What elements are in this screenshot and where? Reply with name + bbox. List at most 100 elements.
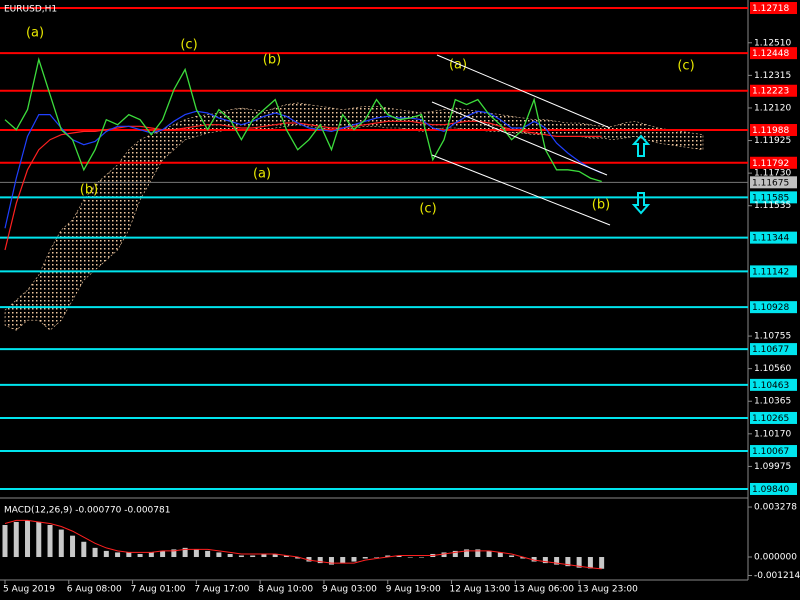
x-tick-label: 6 Aug 08:00 [67,585,122,595]
level-label: 1.11344 [752,234,789,244]
level-label-box [750,301,797,314]
macd-bar [295,557,301,559]
macd-bar [340,557,346,564]
up-arrow [631,134,651,157]
x-tick-label: 12 Aug 13:00 [450,585,511,595]
y-tick-label: 1.10560 [754,364,791,374]
macd-bar [36,521,42,558]
wave-label: (b) [592,198,610,213]
macd-bar [407,557,413,558]
y-tick-label: 0.000000 [754,553,797,563]
level-label: 1.12223 [752,87,789,97]
y-tick-label: 1.12510 [754,38,791,48]
x-tick-label: 8 Aug 10:00 [258,585,313,595]
price-line [4,57,602,183]
macd-bar [419,557,425,558]
x-tick-label: 13 Aug 06:00 [513,585,574,595]
level-label-box [750,265,797,278]
level-label-box [750,378,797,391]
channel-line [431,154,611,226]
level-label: 1.10677 [752,345,789,355]
macd-bar [587,557,593,569]
wave-label: (a) [26,26,44,41]
wave-label: (a) [253,167,271,182]
macd-bar [396,555,402,558]
x-tick-label: 7 Aug 01:00 [131,585,186,595]
level-label: 1.12718 [752,4,789,14]
macd-bar [193,549,199,558]
macd-bar [115,552,121,558]
macd-bar [351,557,357,562]
macd-bar [565,557,571,567]
macd-bar [13,521,19,558]
x-tick-label: 7 Aug 17:00 [194,585,249,595]
macd-bar [554,557,560,565]
level-label-box [750,2,797,15]
macd-title: MACD(12,26,9) -0.000770 -0.000781 [4,506,170,516]
macd-bar [599,557,605,569]
level-label-box [750,156,797,169]
level-label-box [750,482,797,495]
macd-bar [70,535,76,558]
x-tick-label: 9 Aug 03:00 [322,585,377,595]
signal-line [4,519,602,570]
macd-bar [137,553,143,558]
macd-bar [509,555,515,558]
macd-bar [58,529,64,558]
macd-bar [531,557,537,562]
wave-label: (c) [677,59,694,74]
macd-bar [475,549,481,558]
macd-bar [103,550,109,558]
y-tick-label: 1.11535 [754,201,791,211]
y-tick-label: 1.12315 [754,71,791,81]
level-label: 1.11792 [752,159,789,169]
macd-bar [441,552,447,558]
level-label: 1.10928 [752,303,789,313]
y-tick-label: 0.003278 [754,503,797,513]
wave-label: (a) [449,58,467,73]
level-label: 1.10067 [752,447,789,457]
macd-bar [2,524,8,558]
channel-line [431,101,608,176]
level-label: 1.11142 [752,267,789,277]
macd-bar [92,547,98,558]
level-label-box [750,343,797,356]
level-label-box [750,47,797,60]
x-tick-label: 9 Aug 19:00 [386,585,441,595]
level-label-box [750,191,797,204]
x-tick-label: 5 Aug 2019 [3,585,55,595]
macd-bar [25,520,31,558]
macd-bar [250,555,256,558]
y-tick-label: 1.09975 [754,462,791,472]
macd-bar [542,557,548,564]
wave-label: (c) [180,38,197,53]
macd-bar [576,557,582,568]
level-label-box [750,411,797,424]
macd-bar [261,553,267,558]
wave-label: (c) [419,202,436,217]
macd-bar [272,553,278,558]
macd-bar [205,550,211,558]
y-tick-label: 1.11925 [754,136,791,146]
macd-bar [47,524,53,558]
macd-bar [81,541,87,558]
macd-bar [306,557,312,562]
macd-bar [126,552,132,558]
macd-bar [486,550,492,558]
chart-title: EURUSD,H1 [4,5,57,15]
macd-bar [238,555,244,558]
macd-bar [227,553,233,558]
macd-bar [171,549,177,558]
cloud [4,102,704,331]
wave-label: (b) [80,183,98,198]
macd-bar [148,552,154,558]
level-label: 1.10265 [752,414,789,424]
macd-bar [182,547,188,558]
level-label-box [750,231,797,244]
macd-bar [216,552,222,558]
x-tick-label: 13 Aug 23:00 [577,585,638,595]
y-tick-label: 1.12120 [754,103,791,113]
level-label: 1.09840 [752,485,789,495]
